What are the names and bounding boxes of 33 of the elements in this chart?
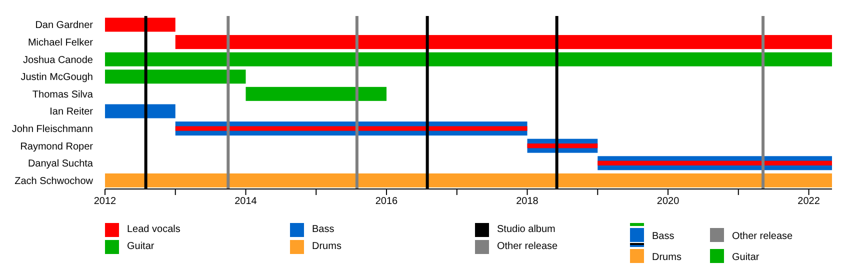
y-tick-label: Danyal Suchta xyxy=(28,158,94,170)
legend-label: Studio album xyxy=(497,224,556,235)
bar xyxy=(246,86,387,101)
y-tick-label: Ian Reiter xyxy=(50,106,94,118)
bar xyxy=(105,52,832,66)
y-tick-label: Joshua Canode xyxy=(22,54,94,66)
y-tick-label: Dan Gardner xyxy=(35,20,94,32)
x-tick-label: 2018 xyxy=(516,196,539,208)
y-tick-label: Zach Schwochow xyxy=(14,176,94,187)
x-tick-label: 2014 xyxy=(234,196,258,208)
text: Drums xyxy=(652,252,682,263)
legend-label: Lead vocals xyxy=(127,224,180,235)
y-tick-label: Justin McGough xyxy=(20,72,93,84)
y-tick-label: Raymond Roper xyxy=(20,141,94,152)
bar xyxy=(175,126,528,131)
legend-label: Other release xyxy=(497,241,558,252)
bar xyxy=(598,160,832,166)
y-tick-label: Michael Felker xyxy=(28,37,94,48)
bar xyxy=(105,104,176,118)
legend-label: Drums xyxy=(312,241,342,252)
bar xyxy=(527,143,598,148)
bar xyxy=(105,70,246,84)
text: Guitar xyxy=(732,252,760,263)
y-tick-label: John Fleischmann xyxy=(12,124,93,135)
x-tick-label: 2016 xyxy=(375,196,398,208)
x-tick-label: 2020 xyxy=(656,196,680,208)
legend-label: Bass xyxy=(312,224,334,235)
legend-label: Guitar xyxy=(127,241,154,252)
x-tick-label: 2022 xyxy=(798,196,820,208)
text: Other release xyxy=(732,231,793,242)
x-tick-label: 2012 xyxy=(94,196,117,208)
y-tick-label: Thomas Silva xyxy=(32,89,94,100)
text: Bass xyxy=(652,231,674,242)
